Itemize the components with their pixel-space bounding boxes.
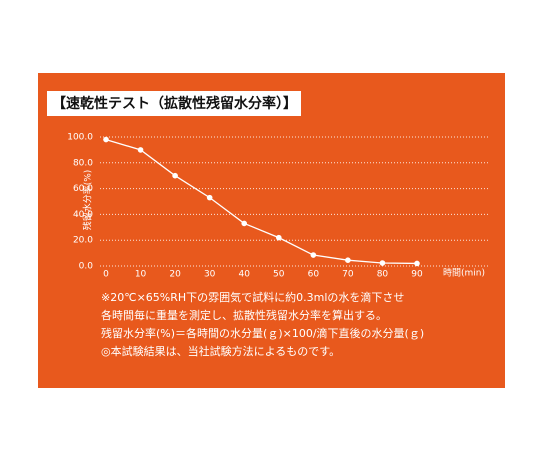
x-tick-label: 70 — [342, 270, 354, 280]
data-point — [206, 194, 213, 201]
panel — [38, 73, 505, 388]
data-point — [137, 147, 144, 153]
data-point — [172, 172, 178, 179]
x-tick-label: 50 — [273, 270, 285, 280]
note: 残留水分率(%)＝各時間の水分量(ｇ)×100/滴下直後の水分量(ｇ) — [101, 326, 424, 340]
x-tick-label: 90 — [411, 270, 423, 280]
data-line — [105, 138, 418, 265]
note: ◎本試験結果は、当社試験方法によるものです。 — [101, 344, 340, 358]
y-tick-label: 80.0 — [73, 158, 93, 168]
y-tick-label: 0.0 — [79, 262, 94, 272]
data-point — [414, 260, 420, 267]
title-box — [47, 91, 301, 116]
x-tick-label: 30 — [204, 270, 216, 280]
note: 各時間毎に重量を測定し、拡散性残留水分率を算出する。 — [101, 308, 387, 322]
y-tick-label: 60.0 — [73, 184, 93, 194]
data-point — [310, 252, 317, 258]
y-tick-label: 100.0 — [67, 133, 93, 143]
data-point — [379, 260, 386, 266]
data-point — [275, 234, 282, 241]
x-axis-label: 時間(min) — [443, 268, 485, 279]
x-tick-label: 20 — [169, 270, 181, 280]
chart-title: 【速乾性テスト（拡散性残留水分率）】 — [52, 95, 297, 112]
y-axis-label: 残留水分率(%) — [82, 170, 94, 231]
y-tick-label: 40.0 — [73, 210, 93, 220]
x-tick-label: 10 — [135, 270, 147, 280]
note: ※20℃×65%RH下の雰囲気で試料に約0.3mlの水を滴下させ — [101, 290, 404, 304]
x-tick-label: 40 — [238, 270, 250, 280]
x-tick-label: 80 — [377, 270, 389, 280]
x-tick-label: 60 — [308, 270, 320, 280]
y-tick-label: 20.0 — [73, 236, 93, 246]
x-tick-label: 0 — [103, 270, 109, 280]
data-point — [103, 136, 109, 143]
data-point — [241, 220, 248, 227]
data-point — [345, 257, 351, 263]
